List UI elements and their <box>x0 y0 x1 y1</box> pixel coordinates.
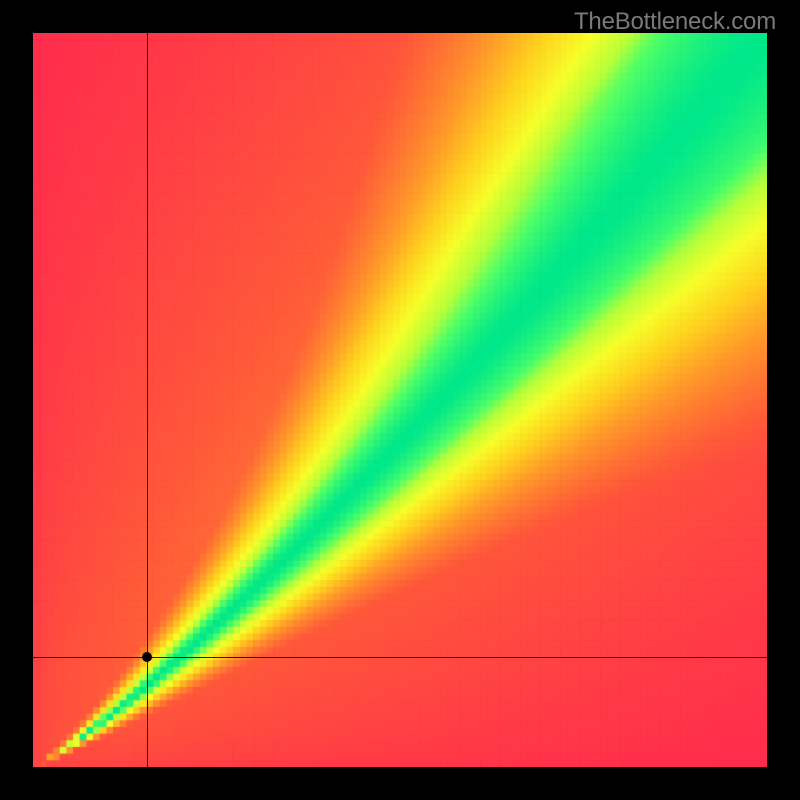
watermark-text: TheBottleneck.com <box>574 8 776 36</box>
chart-wrap: TheBottleneck.com <box>0 0 800 800</box>
crosshair-marker <box>142 652 152 662</box>
